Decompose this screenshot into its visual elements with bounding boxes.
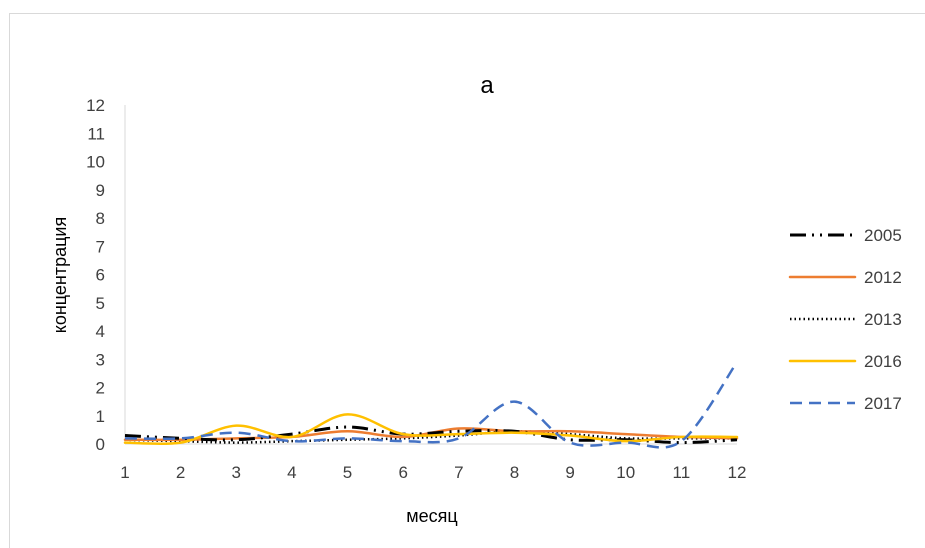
x-tick-label: 8: [510, 463, 519, 482]
y-tick-label: 12: [86, 96, 105, 115]
y-tick-label: 5: [96, 294, 105, 313]
y-tick-label: 3: [96, 350, 105, 369]
series-layer: [123, 361, 739, 449]
legend-label-2012: 2012: [864, 268, 902, 287]
legend-label-2013: 2013: [864, 310, 902, 329]
x-tick-label: 10: [616, 463, 635, 482]
y-tick-label: 7: [96, 237, 105, 256]
x-tick-label: 7: [454, 463, 463, 482]
y-tick-label: 2: [96, 379, 105, 398]
y-tick-label: 10: [86, 153, 105, 172]
x-tick-label: 2: [176, 463, 185, 482]
x-tick-label: 11: [673, 463, 691, 482]
y-tick-label: 9: [96, 181, 105, 200]
y-tick-label: 11: [87, 124, 105, 143]
y-tick-label: 4: [96, 322, 105, 341]
chart-title: а: [480, 72, 494, 99]
legend-label-2005: 2005: [864, 226, 902, 245]
chart-area: [9, 13, 925, 548]
y-tick-label: 6: [96, 266, 105, 285]
legend: 2005 2012 2013 2016 2017: [788, 226, 902, 413]
x-tick-label: 5: [343, 463, 352, 482]
x-axis-title: месяц: [406, 506, 457, 526]
y-axis-title: концентрация: [50, 217, 70, 333]
series-line-2016: [123, 413, 739, 446]
series-line-2017: [124, 361, 739, 449]
legend-label-2017: 2017: [864, 394, 902, 413]
x-tick-label: 12: [728, 463, 747, 482]
x-tick-label: 3: [232, 463, 241, 482]
x-tick-label: 9: [565, 463, 574, 482]
x-tick-label: 1: [120, 463, 129, 482]
x-tick-label: 4: [287, 463, 296, 482]
x-tick-label: 6: [398, 463, 407, 482]
legend-label-2016: 2016: [864, 352, 902, 371]
y-tick-label: 0: [96, 435, 105, 454]
y-tick-label: 1: [96, 407, 105, 426]
x-tick-labels: 1 2 3 4 5 6 7 8 9 10 11 12: [120, 463, 746, 482]
series-line-2013: [124, 430, 737, 444]
y-tick-label: 8: [96, 209, 105, 228]
axes: [124, 105, 737, 445]
